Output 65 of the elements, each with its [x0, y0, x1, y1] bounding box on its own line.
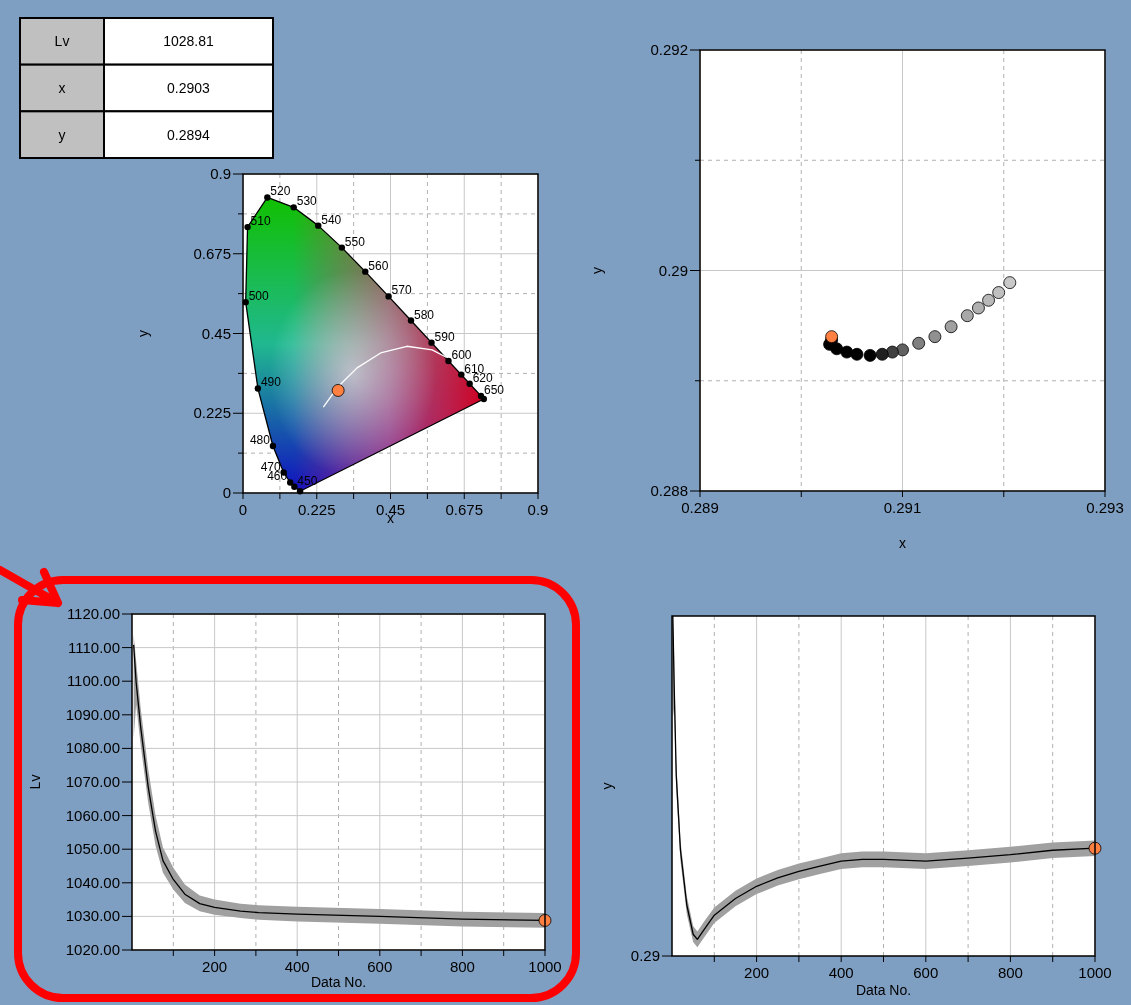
- annotation: 570: [391, 283, 412, 298]
- annotation: 490: [260, 375, 282, 390]
- category-label: y: [58, 126, 66, 143]
- y-tick-label: 0.288: [650, 482, 688, 499]
- annotation: 600: [451, 347, 472, 362]
- y-tick-label: 0.675: [193, 244, 231, 262]
- annotation: 540: [321, 212, 342, 227]
- x-tick-label: 1000: [1078, 964, 1112, 981]
- annotation: 500: [248, 289, 270, 304]
- x-axis-title: Data No.: [310, 974, 367, 990]
- x-tick-label: 0: [238, 501, 248, 518]
- x-tick-label: 0.293: [1086, 499, 1124, 516]
- x-tick-label: 200: [202, 958, 228, 975]
- x-tick-label: 0.291: [883, 499, 922, 516]
- y-tick-label: 0.225: [193, 404, 231, 422]
- category-label: x: [58, 80, 66, 96]
- annotation: 560: [368, 258, 389, 273]
- y-tick-label: 1030.00: [65, 907, 120, 925]
- x-tick-label: 0.225: [297, 501, 336, 518]
- annotation: 450: [297, 473, 318, 488]
- y-tick-label: 1050.00: [65, 840, 120, 858]
- x-tick-label: 0.9: [527, 501, 549, 518]
- y-tick-label: 0.29: [658, 261, 688, 279]
- annotation: 650: [483, 382, 505, 397]
- data-label: 1028.81: [163, 33, 215, 50]
- y-tick-label: 0: [222, 484, 231, 501]
- x-tick-label: 0.675: [445, 501, 484, 518]
- annotation: 480: [249, 432, 271, 447]
- x-tick-label: 400: [284, 958, 310, 975]
- y-tick-label: 1090.00: [65, 705, 120, 723]
- y-tick-label: 1080.00: [65, 739, 120, 757]
- y-tick-label: 0.45: [201, 324, 231, 342]
- x-axis-title: x: [899, 535, 906, 551]
- y-axis-title: y: [589, 267, 605, 274]
- x-tick-label: 400: [828, 964, 854, 981]
- x-axis-title: Data No.: [855, 982, 912, 998]
- y-tick-label: 1110.00: [68, 638, 120, 656]
- x-tick-label: 800: [997, 964, 1023, 981]
- x-tick-label: 600: [367, 958, 393, 975]
- x-tick-label: 800: [449, 958, 475, 975]
- y-axis-title: Lv: [27, 774, 43, 790]
- text: 0.29: [630, 947, 660, 964]
- y-tick-label: 1020.00: [65, 941, 120, 958]
- y-tick-label: 1070.00: [65, 773, 120, 790]
- x-tick-label: 200: [744, 964, 770, 981]
- annotation: 580: [413, 307, 435, 322]
- y-axis-title: y: [599, 782, 615, 790]
- y-tick-label: 1120.00: [66, 605, 120, 622]
- y-tick-label: 0.9: [210, 165, 231, 182]
- annotation: 520: [270, 184, 291, 199]
- y-tick-label: 1040.00: [65, 873, 120, 891]
- data-label: 0.2894: [167, 126, 211, 143]
- annotation: 590: [434, 329, 455, 344]
- y-axis-title: y: [135, 330, 151, 337]
- annotation: 530: [296, 194, 318, 209]
- x-tick-label: 600: [913, 964, 939, 981]
- annotation: 510: [250, 214, 271, 229]
- y-tick-label: 0.292: [650, 41, 688, 58]
- annotation: 550: [344, 234, 366, 249]
- y-tick-label: 1060.00: [65, 806, 120, 824]
- x-tick-label: 1000: [528, 958, 562, 975]
- y-tick-label: 1100.00: [66, 672, 120, 690]
- category-label: Lv: [54, 33, 70, 50]
- data-label: 0.2903: [167, 80, 211, 96]
- x-tick-label: 0.289: [681, 499, 719, 516]
